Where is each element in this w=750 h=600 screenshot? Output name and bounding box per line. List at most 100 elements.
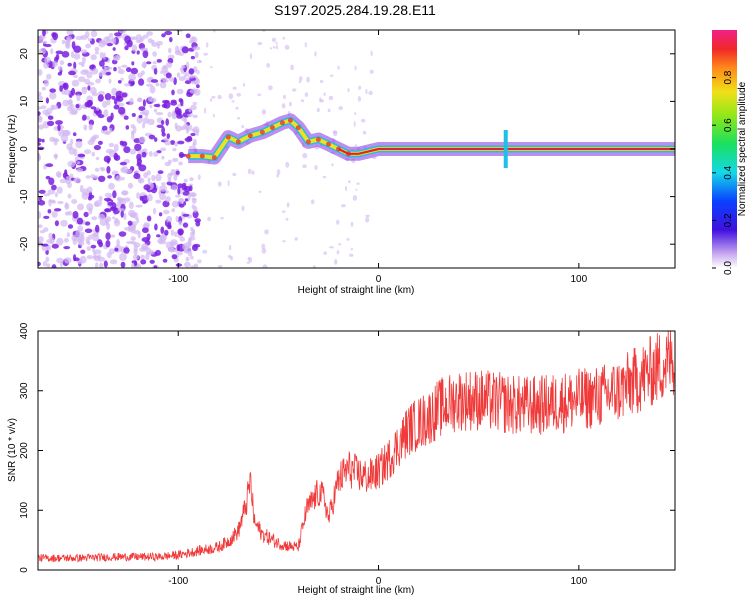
noise-blob	[174, 49, 182, 56]
noise-blob	[162, 64, 167, 70]
ridge-spot	[287, 117, 293, 123]
noise-blob	[76, 217, 84, 225]
noise-blob	[352, 195, 358, 201]
noise-blob	[147, 250, 155, 255]
noise-blob	[95, 224, 100, 233]
noise-blob	[185, 256, 190, 262]
noise-blob	[119, 161, 127, 166]
noise-blob	[97, 256, 106, 262]
noise-blob	[83, 124, 88, 131]
noise-blob	[68, 98, 73, 107]
noise-blob	[166, 62, 173, 68]
noise-blob	[156, 150, 162, 154]
colorbar-tick-label: 0.4	[723, 165, 734, 179]
noise-blob	[276, 169, 281, 176]
noise-blob	[175, 194, 181, 198]
noise-blob	[290, 64, 294, 71]
noise-blob	[111, 95, 116, 100]
noise-blob	[159, 81, 167, 89]
noise-blob	[166, 133, 170, 139]
noise-blob	[65, 176, 72, 180]
noise-blob	[85, 31, 90, 39]
noise-blob	[182, 123, 189, 130]
noise-blob	[276, 174, 279, 178]
noise-blob	[156, 43, 160, 49]
noise-blob	[127, 182, 134, 189]
noise-blob	[149, 104, 153, 109]
noise-blob	[189, 177, 194, 182]
noise-blob	[152, 61, 157, 65]
noise-blob	[84, 228, 93, 234]
noise-blob	[46, 263, 51, 268]
noise-blob	[123, 146, 131, 154]
noise-blob	[248, 257, 253, 263]
noise-blob	[78, 241, 85, 246]
noise-blob	[132, 254, 139, 261]
noise-blob	[347, 88, 350, 93]
noise-blob	[137, 72, 143, 78]
noise-blob	[108, 78, 112, 84]
noise-blob	[370, 50, 373, 57]
noise-blob	[120, 210, 124, 218]
noise-blob	[102, 130, 110, 135]
noise-blob	[153, 265, 158, 268]
noise-blob	[98, 39, 106, 48]
noise-blob	[76, 161, 81, 165]
ridge-spot	[235, 139, 241, 145]
noise-blob	[143, 172, 149, 179]
colorbar-tick-label: 0.2	[723, 213, 734, 227]
noise-blob	[175, 170, 180, 175]
noise-blob	[39, 230, 46, 234]
noise-blob	[104, 216, 112, 223]
noise-blob	[190, 80, 198, 85]
noise-blob	[302, 152, 308, 159]
noise-blob	[106, 99, 111, 106]
noise-blob	[123, 83, 131, 87]
noise-blob	[328, 95, 334, 101]
noise-blob	[164, 140, 171, 146]
noise-blob	[38, 142, 41, 146]
noise-blob	[190, 55, 195, 60]
noise-blob	[63, 89, 71, 96]
noise-blob	[53, 208, 62, 212]
noise-blob	[117, 208, 126, 212]
noise-blob	[261, 247, 267, 254]
noise-blob	[66, 232, 71, 238]
noise-blob	[345, 185, 348, 192]
noise-blob	[108, 32, 114, 38]
noise-blob	[38, 115, 43, 123]
noise-blob	[192, 126, 200, 134]
noise-blob	[141, 243, 149, 250]
noise-blob	[187, 250, 193, 257]
noise-blob	[155, 199, 162, 204]
noise-blob	[261, 243, 266, 250]
noise-blob	[38, 200, 46, 206]
noise-blob	[73, 148, 78, 157]
noise-blob	[292, 88, 297, 92]
noise-blob	[166, 215, 173, 224]
noise-blob	[312, 265, 316, 268]
noise-blob	[93, 144, 101, 151]
noise-blob	[298, 80, 302, 84]
noise-blob	[153, 151, 159, 157]
noise-blob	[38, 48, 46, 55]
noise-blob	[98, 214, 106, 221]
noise-blob	[282, 240, 286, 243]
noise-blob	[171, 208, 176, 213]
noise-blob	[131, 132, 135, 140]
noise-blob	[141, 151, 147, 158]
page-title: S197.2025.284.19.28.E11	[274, 2, 436, 18]
noise-blob	[38, 106, 43, 110]
noise-blob	[113, 55, 120, 61]
noise-blob	[71, 87, 76, 96]
noise-blob	[64, 202, 69, 209]
noise-blob	[181, 46, 189, 54]
noise-blob	[109, 259, 118, 265]
noise-blob	[251, 170, 255, 175]
noise-blob	[133, 265, 138, 268]
ridge-spot	[305, 139, 311, 145]
noise-blob	[177, 140, 185, 145]
noise-blob	[160, 147, 167, 152]
noise-blob	[123, 247, 130, 254]
noise-blob	[269, 47, 272, 50]
